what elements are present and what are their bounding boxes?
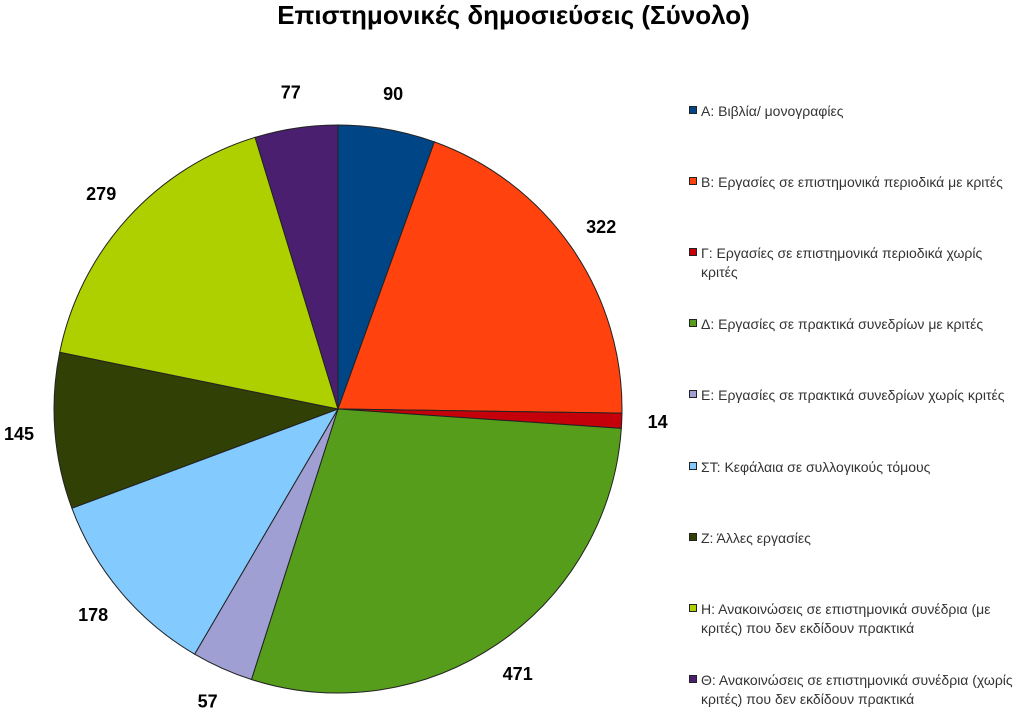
legend-label: ΣΤ: Κεφάλαια σε συλλογικούς τόμους	[701, 459, 931, 475]
legend-item: Ε: Εργασίες σε πρακτικά συνεδρίων χωρίς …	[689, 386, 1021, 405]
legend-item: Ζ: Άλλες εργασίες	[689, 529, 1021, 548]
pie-slice	[59, 136, 339, 410]
legend-item: Η: Ανακοινώσεις σε επιστημονικά συνέδρια…	[689, 600, 1021, 638]
legend-swatch	[689, 604, 697, 612]
legend-swatch	[689, 106, 697, 114]
legend-label: Δ: Εργασίες σε πρακτικά συνεδρίων με κρι…	[701, 316, 984, 332]
legend-item: Θ: Ανακοινώσεις σε επιστημονικά συνέδρια…	[689, 671, 1021, 709]
legend: Α: Βιβλία/ μονογραφίες Β: Εργασίες σε επι…	[689, 0, 1027, 728]
slice-value-label: 322	[586, 217, 616, 237]
pie-slice	[71, 408, 340, 655]
legend-item: Γ: Εργασίες σε επιστημονικά περιοδικά χω…	[689, 244, 1021, 282]
chart-title: Επιστημονικές δημοσιεύσεις (Σύνολο)	[277, 0, 750, 30]
legend-item: Δ: Εργασίες σε πρακτικά συνεδρίων με κρι…	[689, 315, 1021, 334]
pie-slice	[254, 124, 339, 410]
legend-swatch	[689, 177, 697, 185]
slice-value-label: 57	[198, 691, 218, 711]
legend-swatch	[689, 248, 697, 256]
legend-swatch	[689, 319, 697, 327]
slice-value-label: 145	[4, 424, 34, 444]
legend-swatch	[689, 462, 697, 470]
pie-slice	[337, 141, 623, 414]
legend-label: Η: Ανακοινώσεις σε επιστημονικά συνέδρια…	[701, 601, 991, 636]
slice-value-label: 14	[648, 412, 668, 432]
legend-swatch	[689, 390, 697, 398]
pie-slice	[53, 351, 340, 509]
legend-item: Β: Εργασίες σε επιστημονικά περιοδικά με…	[689, 173, 1021, 192]
pie-slices	[53, 124, 623, 694]
legend-label: Ζ: Άλλες εργασίες	[701, 530, 811, 546]
legend-swatch	[689, 533, 697, 541]
slice-value-label: 471	[503, 664, 533, 684]
legend-label: Ε: Εργασίες σε πρακτικά συνεδρίων χωρίς …	[701, 387, 1005, 403]
slice-value-label: 90	[383, 84, 403, 104]
legend-label: Γ: Εργασίες σε επιστημονικά περιοδικά χω…	[701, 245, 983, 280]
pie-slice	[250, 408, 622, 694]
slice-value-label: 279	[86, 184, 116, 204]
legend-swatch	[689, 675, 697, 683]
legend-label: Β: Εργασίες σε επιστημονικά περιοδικά με…	[701, 174, 1003, 190]
legend-label: Θ: Ανακοινώσεις σε επιστημονικά συνέδρια…	[701, 672, 1013, 707]
legend-item: ΣΤ: Κεφάλαια σε συλλογικούς τόμους	[689, 458, 1021, 477]
slice-value-label: 178	[78, 605, 108, 625]
legend-item: Α: Βιβλία/ μονογραφίες	[689, 102, 1021, 121]
pie-value-labels: 90 322 14 471 57 178 145 279 77	[4, 83, 668, 712]
slice-value-label: 77	[281, 83, 301, 103]
legend-label: Α: Βιβλία/ μονογραφίες	[701, 103, 844, 119]
